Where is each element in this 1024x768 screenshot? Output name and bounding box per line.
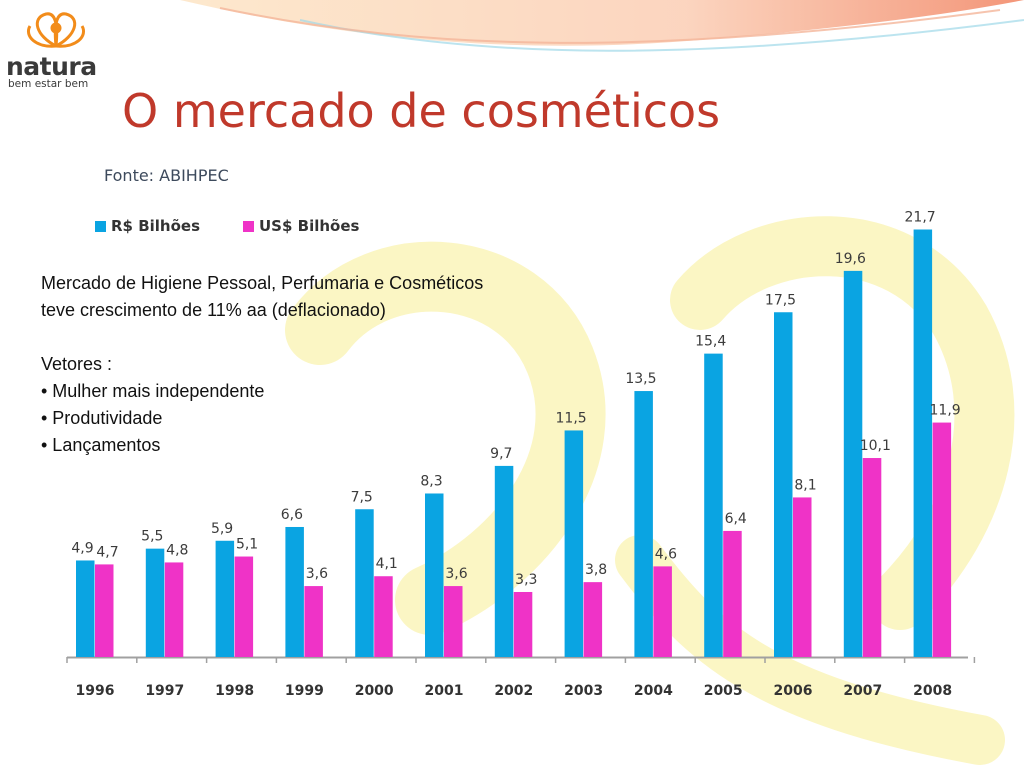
- x-tick-label: 2008: [913, 683, 952, 699]
- data-label: 19,6: [835, 251, 866, 267]
- data-label: 3,6: [445, 566, 467, 582]
- data-label: 10,1: [860, 438, 891, 454]
- bar-usd: [793, 497, 812, 657]
- x-tick-label: 2007: [843, 683, 882, 699]
- bar-rs: [774, 312, 793, 657]
- x-tick-label: 1997: [145, 683, 184, 699]
- x-tick-label: 2004: [634, 683, 673, 699]
- bar-usd: [862, 458, 882, 657]
- bar-rs: [215, 540, 235, 657]
- data-label: 9,7: [490, 446, 512, 462]
- bar-rs: [843, 270, 863, 657]
- legend-label-rs: R$ Bilhões: [111, 217, 201, 235]
- bar-usd: [932, 422, 952, 657]
- bar-rs: [494, 465, 514, 657]
- slide-title: O mercado de cosméticos: [122, 84, 721, 138]
- bar-usd: [164, 562, 184, 657]
- bar-usd: [653, 566, 672, 657]
- bar-usd: [304, 586, 323, 657]
- x-tick-label: 2006: [774, 683, 813, 699]
- data-label: 8,3: [420, 473, 442, 489]
- bar-rs: [145, 548, 165, 657]
- bar-rs: [425, 493, 444, 657]
- legend-swatch-usd: [243, 220, 254, 232]
- data-label: 4,8: [166, 542, 188, 558]
- bar-usd: [723, 530, 742, 657]
- body-line-2: teve crescimento de 11% aa (deflacionado…: [41, 300, 386, 320]
- bar-usd: [583, 582, 603, 657]
- data-label: 17,5: [765, 292, 796, 308]
- legend-item-rs: R$ Bilhões: [95, 217, 200, 235]
- x-tick-label: 2005: [704, 683, 743, 699]
- data-label: 6,4: [725, 511, 747, 527]
- bar-rs: [634, 391, 653, 657]
- bar-rs: [355, 509, 374, 657]
- data-label: 11,5: [556, 410, 587, 426]
- legend-label-usd: US$ Bilhões: [259, 217, 360, 235]
- legend-item-usd: US$ Bilhões: [243, 217, 359, 235]
- bar-rs: [564, 430, 584, 657]
- bar-rs: [76, 560, 95, 657]
- body-line-1: Mercado de Higiene Pessoal, Perfumaria e…: [41, 273, 484, 293]
- body-text: Mercado de Higiene Pessoal, Perfumaria e…: [41, 270, 483, 459]
- bar-usd: [374, 576, 393, 657]
- source-text: Fonte: ABIHPEC: [104, 166, 229, 185]
- data-label: 3,3: [515, 572, 537, 588]
- x-tick-label: 2000: [355, 683, 394, 699]
- brand-tagline: bem estar bem: [8, 78, 89, 90]
- data-label: 6,6: [281, 507, 303, 523]
- bullet-item: • Produtividade: [41, 408, 163, 428]
- bar-usd: [444, 586, 463, 657]
- x-tick-label: 2001: [425, 683, 464, 699]
- data-label: 11,9: [930, 403, 961, 419]
- data-label: 15,4: [695, 334, 726, 350]
- data-label: 8,1: [794, 477, 816, 493]
- x-tick-label: 2002: [494, 683, 533, 699]
- data-label: 5,1: [236, 537, 258, 553]
- data-label: 4,7: [96, 544, 118, 560]
- x-tick-label: 1996: [76, 683, 115, 699]
- x-tick-label: 1999: [285, 683, 324, 699]
- data-label: 3,6: [306, 566, 328, 582]
- bar-rs: [285, 526, 304, 657]
- bar-rs: [704, 353, 723, 657]
- x-tick-label: 1998: [215, 683, 254, 699]
- bar-rs: [913, 229, 933, 657]
- bullet-item: • Lançamentos: [41, 435, 161, 455]
- data-label: 7,5: [351, 489, 373, 505]
- natura-logo-icon: [27, 12, 85, 48]
- vetores-label: Vetores :: [41, 354, 113, 374]
- data-label: 4,6: [655, 546, 677, 562]
- x-tick-label: 2003: [564, 683, 603, 699]
- bar-usd: [95, 564, 114, 657]
- bar-usd: [234, 556, 254, 657]
- data-label: 5,9: [211, 521, 233, 537]
- bar-usd: [513, 591, 533, 657]
- bullet-item: • Mulher mais independente: [41, 381, 265, 401]
- brand-name: natura: [6, 52, 97, 81]
- legend-swatch-rs: [95, 220, 106, 232]
- data-label: 21,7: [905, 210, 936, 226]
- data-label: 5,5: [141, 529, 163, 545]
- data-label: 3,8: [585, 562, 607, 578]
- data-label: 4,1: [376, 556, 398, 572]
- data-label: 13,5: [625, 371, 656, 387]
- data-label: 4,9: [71, 540, 93, 556]
